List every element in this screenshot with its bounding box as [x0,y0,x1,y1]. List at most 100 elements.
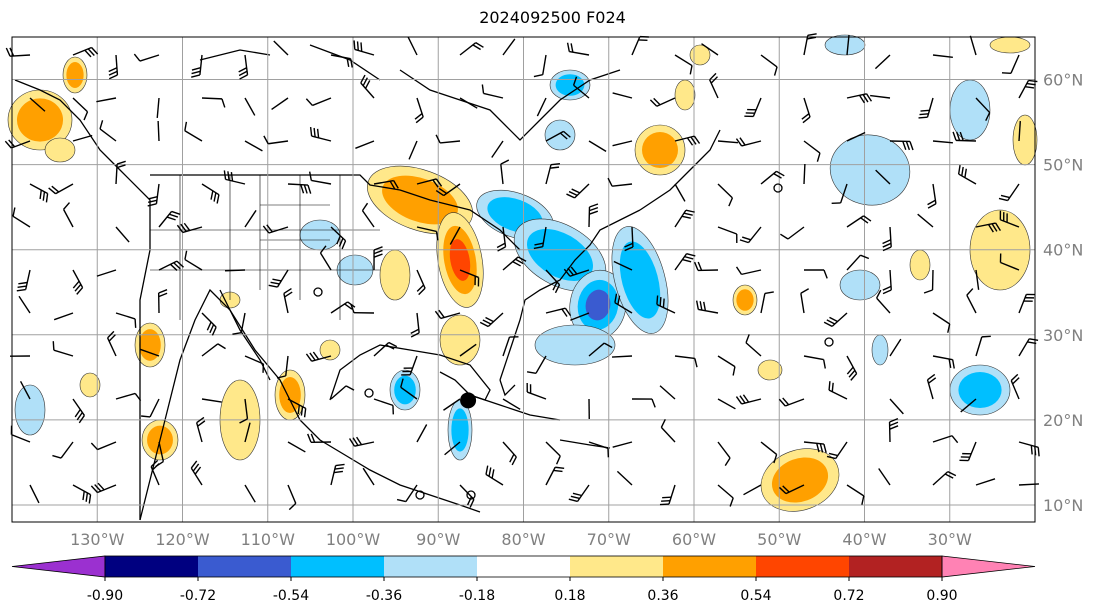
latitude-label: 10°N [1043,496,1083,515]
anomaly-blob [634,124,686,176]
anomaly-blob [544,119,576,151]
coastline-segment [399,69,621,141]
wind-barb [717,441,731,466]
wind-barb [735,137,762,147]
latitude-label: 20°N [1043,411,1083,430]
wind-barb [572,76,590,99]
wind-barb [923,269,934,294]
wind-barb [800,288,810,314]
longitude-label: 120°W [155,530,210,549]
anomaly-blob [611,226,669,334]
colorbar-extend-high [941,555,1036,578]
wind-barb [975,478,996,486]
graticule [12,37,1035,522]
colorbar-level-label: 0.54 [740,588,771,604]
wind-barb [309,127,332,142]
wind-barb [744,97,762,118]
wind-barb [115,160,126,185]
wind-barb [416,178,443,188]
wind-barb [693,261,719,272]
wind-barb [414,97,424,124]
wind-barb [846,93,873,104]
longitude-label: 110°W [241,530,296,549]
latitude-label: 50°N [1043,156,1083,175]
latitude-label: 30°N [1043,326,1083,345]
wind-barb [717,140,738,144]
wind-barb [545,441,561,465]
anomaly-blob [14,384,46,436]
wind-barb [287,398,307,418]
wind-barb [778,484,805,495]
wind-barb [846,131,866,142]
anomaly-blob [134,322,166,368]
wind-barb [147,183,160,207]
coastline-segment [499,379,516,397]
colorbar-level-label: -0.72 [180,588,216,604]
wind-barb [778,397,805,407]
wind-barb [373,398,394,415]
longitude-label: 90°W [416,530,460,549]
coastlines [14,44,721,521]
wind-barb [416,226,439,241]
wind-barb [308,171,332,185]
wind-barb [244,484,256,503]
wind-barb [29,97,46,112]
wind-barb [435,183,461,197]
wind-barb [960,398,977,413]
calm-wind-circle [313,287,323,297]
wind-barb [449,226,461,245]
wind-barb [184,250,203,271]
wind-barb [72,46,99,58]
colorbar-level-label: -0.18 [459,588,495,604]
wind-barb [16,269,31,292]
wind-barb [932,435,959,444]
colorbar-labels: -0.90 -0.72 -0.54 -0.36 -0.18 0.18 0.36 0.54 0.7… [87,577,958,604]
coastline-segment [469,394,561,421]
longitude-label: 70°W [587,530,631,549]
wind-barb [373,341,398,357]
wind-barb [96,269,117,277]
wind-barb [803,269,828,279]
wind-barb [48,183,74,195]
wind-barb [674,54,693,75]
wind-barb [201,398,222,403]
colorbar-level-label: 0.18 [554,588,585,604]
wind-barb [888,417,899,443]
wind-barb [959,441,977,462]
wind-barb [735,394,762,405]
anomaly-blob [569,269,627,341]
calm-wind-circle [773,183,783,193]
wind-barb [588,342,613,357]
colorbar-level-label: -0.36 [366,588,402,604]
wind-barb [115,226,130,243]
wind-barb [969,35,977,56]
wind-barb [400,378,418,400]
wind-barb [975,97,991,121]
wind-barb [502,441,517,466]
coastline-segment [14,79,151,520]
wind-barb [570,312,590,321]
wind-barb [957,165,977,185]
wind-barb [502,38,516,56]
wind-barb [526,383,547,400]
wind-barb [459,97,478,109]
wind-barb [1001,54,1020,75]
colorbar-segment [570,556,663,577]
wind-barb [1018,293,1036,314]
anomaly-blob [949,79,991,141]
wind-barb [444,441,461,456]
wind-barb [674,253,696,271]
wind-barb [158,210,181,228]
wind-barb [158,260,184,271]
wind-barb [612,92,633,99]
wind-barb [846,355,858,381]
wind-barb [283,287,293,314]
wind-barb [966,288,977,314]
wind-barb [156,97,160,118]
wind-barb [616,470,633,486]
wind-barb [330,226,347,250]
wind-barb [184,121,203,142]
wind-barb [656,295,676,314]
anomaly-blob [871,334,889,366]
